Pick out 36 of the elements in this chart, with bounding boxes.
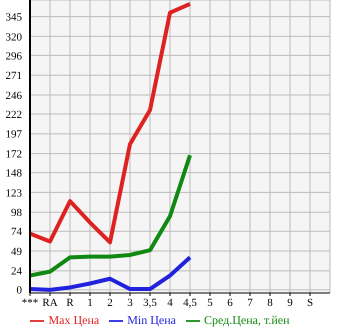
y-tick-label: 222: [6, 108, 22, 121]
legend-label: Min Цена: [127, 313, 176, 327]
x-tick-label: ***: [22, 296, 38, 309]
x-tick-label: 1: [87, 296, 93, 309]
y-tick-label: 320: [6, 31, 22, 44]
legend-label: Max Цена: [48, 313, 100, 327]
x-tick-label: 8: [267, 296, 274, 309]
legend-label: Сред.Цена, т.йен: [204, 313, 290, 327]
x-tick-label: R: [66, 296, 74, 309]
x-tick-label: 4,5: [183, 296, 198, 309]
x-tick-label: RA: [42, 296, 58, 309]
y-tick-label: 24: [11, 266, 22, 278]
y-tick-label: 123: [6, 187, 22, 200]
x-tick-label: 3: [127, 296, 134, 309]
y-tick-label: 296: [6, 50, 22, 62]
y-tick-label: 98: [11, 207, 22, 220]
line-series: [30, 153, 192, 278]
x-tick-label: 3,5: [143, 296, 158, 309]
y-tick-label: 271: [6, 70, 22, 82]
line-series: [30, 2, 192, 244]
y-tick-label: 172: [6, 148, 22, 161]
y-tick-label: 345: [6, 12, 22, 24]
x-tick-label: 5: [207, 296, 214, 309]
x-tick-label: 2: [107, 296, 113, 309]
x-tick-label: S: [306, 296, 314, 309]
x-tick-label: 9: [287, 296, 294, 309]
y-tick-label: 148: [6, 168, 22, 180]
y-tick-label: 49: [11, 246, 22, 258]
y-tick-label: 246: [6, 90, 22, 102]
y-tick-label: 0: [16, 284, 22, 297]
x-tick-label: 7: [247, 296, 254, 309]
y-tick-label: 197: [6, 128, 22, 141]
x-tick-label: 4: [167, 296, 174, 309]
line-series: [30, 255, 192, 292]
y-tick-label: 74: [11, 226, 22, 238]
x-tick-label: 6: [227, 296, 234, 309]
